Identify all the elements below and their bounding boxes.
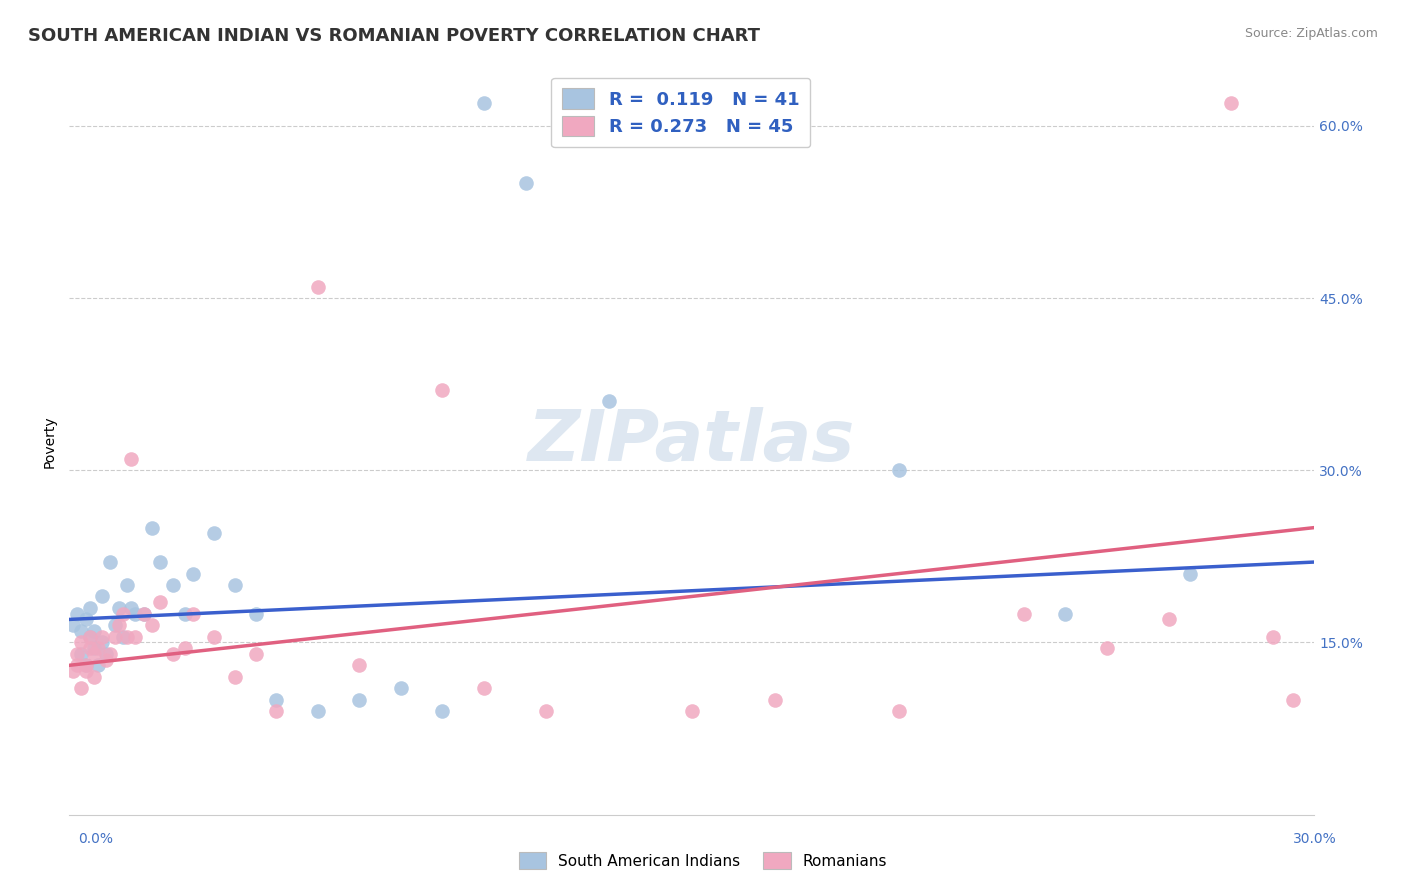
Point [432, 704, 454, 718]
Point [120, 451, 142, 466]
Point [70, 635, 93, 649]
Point [91, 635, 114, 649]
Point [124, 630, 146, 644]
Point [66, 647, 89, 661]
Point [103, 630, 125, 644]
Point [202, 526, 225, 541]
Point [681, 704, 703, 718]
Point [1157, 612, 1180, 626]
Point [111, 607, 134, 621]
Point [111, 630, 134, 644]
Point [515, 176, 537, 190]
Point [224, 578, 246, 592]
Point [96, 652, 118, 666]
Point [103, 618, 125, 632]
Text: 0.0%: 0.0% [79, 832, 112, 846]
Point [62, 664, 84, 678]
Point [79, 630, 101, 644]
Point [87, 641, 110, 656]
Point [224, 670, 246, 684]
Point [162, 578, 184, 592]
Point [245, 607, 267, 621]
Point [1054, 607, 1077, 621]
Point [115, 578, 138, 592]
Point [183, 566, 205, 581]
Point [66, 607, 89, 621]
Point [149, 595, 172, 609]
Point [79, 630, 101, 644]
Point [83, 641, 105, 656]
Point [887, 704, 910, 718]
Point [162, 647, 184, 661]
Point [62, 618, 84, 632]
Point [307, 704, 329, 718]
Point [183, 607, 205, 621]
Point [132, 607, 155, 621]
Point [120, 601, 142, 615]
Point [472, 681, 495, 696]
Point [389, 681, 412, 696]
Point [75, 664, 97, 678]
Text: 30.0%: 30.0% [1292, 832, 1337, 846]
Text: SOUTH AMERICAN INDIAN VS ROMANIAN POVERTY CORRELATION CHART: SOUTH AMERICAN INDIAN VS ROMANIAN POVERT… [28, 27, 761, 45]
Point [149, 555, 172, 569]
Point [536, 704, 558, 718]
Point [75, 658, 97, 673]
Point [75, 658, 97, 673]
Point [266, 693, 288, 707]
Point [107, 601, 129, 615]
Point [1012, 607, 1035, 621]
Legend: R =  0.119   N = 41, R = 0.273   N = 45: R = 0.119 N = 41, R = 0.273 N = 45 [551, 78, 810, 147]
Point [1220, 95, 1243, 110]
Point [91, 590, 114, 604]
Point [472, 95, 495, 110]
Point [83, 670, 105, 684]
Point [432, 383, 454, 397]
Point [1178, 566, 1201, 581]
Point [75, 612, 97, 626]
Point [1282, 693, 1305, 707]
Point [83, 624, 105, 638]
Point [763, 693, 786, 707]
Point [245, 647, 267, 661]
Point [202, 630, 225, 644]
Point [307, 279, 329, 293]
Point [96, 647, 118, 661]
Point [349, 658, 371, 673]
Point [174, 607, 197, 621]
Text: ZIPatlas: ZIPatlas [527, 407, 855, 476]
Point [349, 693, 371, 707]
Point [70, 647, 93, 661]
Point [100, 555, 122, 569]
Y-axis label: Poverty: Poverty [44, 416, 58, 467]
Point [91, 630, 114, 644]
Point [115, 630, 138, 644]
Legend: South American Indians, Romanians: South American Indians, Romanians [512, 846, 894, 875]
Point [266, 704, 288, 718]
Point [141, 618, 163, 632]
Point [107, 618, 129, 632]
Point [1261, 630, 1284, 644]
Point [70, 681, 93, 696]
Point [83, 647, 105, 661]
Point [70, 624, 93, 638]
Point [1095, 641, 1118, 656]
Point [79, 601, 101, 615]
Point [100, 647, 122, 661]
Point [124, 607, 146, 621]
Text: Source: ZipAtlas.com: Source: ZipAtlas.com [1244, 27, 1378, 40]
Point [66, 658, 89, 673]
Point [598, 394, 620, 409]
Point [87, 658, 110, 673]
Point [174, 641, 197, 656]
Point [887, 463, 910, 477]
Point [141, 521, 163, 535]
Point [132, 607, 155, 621]
Point [79, 641, 101, 656]
